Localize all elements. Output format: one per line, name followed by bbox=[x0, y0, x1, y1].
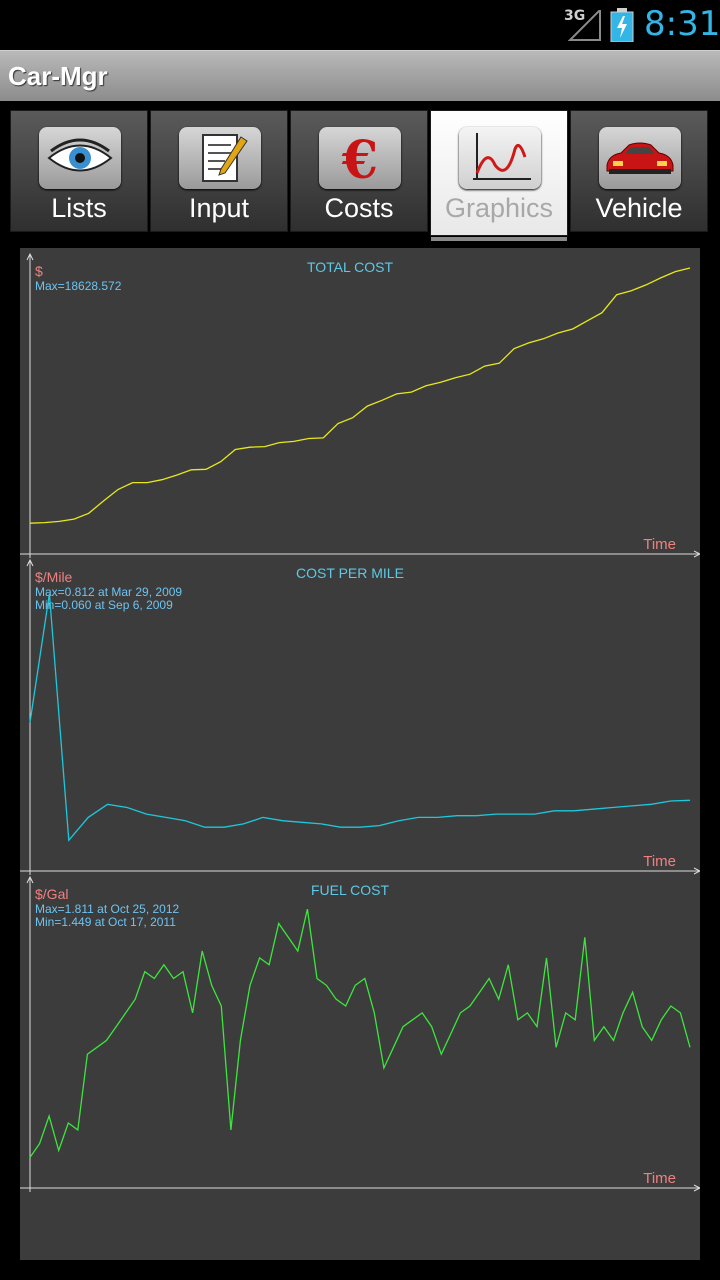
line-graph-icon bbox=[459, 127, 541, 189]
tab-costs[interactable]: € Costs bbox=[290, 110, 428, 232]
chart-info-text: Min=1.449 at Oct 17, 2011 bbox=[35, 915, 176, 929]
y-axis-arrow bbox=[26, 252, 34, 261]
x-axis-arrow bbox=[693, 867, 700, 875]
chart-title: FUEL COST bbox=[311, 882, 389, 898]
x-axis-label: Time bbox=[643, 853, 676, 870]
y-axis-arrow bbox=[26, 875, 34, 884]
x-axis-label: Time bbox=[643, 536, 676, 553]
tab-label: Lists bbox=[51, 193, 107, 223]
title-bar: Car-Mgr bbox=[0, 50, 720, 101]
graphics-panel: TOTAL COST $ Max=18628.572 Time COST PER MIL… bbox=[20, 248, 700, 1260]
tab-bar: Lists Input € Costs bbox=[10, 110, 710, 241]
x-axis-label: Time bbox=[643, 1170, 676, 1187]
x-axis-arrow bbox=[693, 550, 700, 558]
tab-label: Vehicle bbox=[595, 193, 683, 223]
y-axis-label: $/Gal bbox=[35, 886, 68, 902]
chart-info-text: Min=0.060 at Sep 6, 2009 bbox=[35, 598, 173, 612]
y-axis-label: $/Mile bbox=[35, 569, 73, 585]
chart-info-text: Max=1.811 at Oct 25, 2012 bbox=[35, 902, 180, 916]
eye-icon bbox=[39, 127, 121, 189]
tab-lists[interactable]: Lists bbox=[10, 110, 148, 232]
series-line bbox=[29, 908, 691, 1158]
signal-icon bbox=[568, 10, 601, 41]
network-type-label: 3G bbox=[564, 8, 586, 24]
clock: 8:31 bbox=[644, 4, 720, 44]
tab-vehicle[interactable]: Vehicle bbox=[570, 110, 708, 232]
chart-title: COST PER MILE bbox=[296, 565, 404, 581]
notepad-pencil-icon bbox=[179, 127, 261, 189]
x-axis-arrow bbox=[693, 1184, 700, 1192]
series-line bbox=[29, 267, 691, 524]
chart-info-text: Max=18628.572 bbox=[35, 279, 122, 293]
tab-graphics[interactable]: Graphics bbox=[430, 110, 568, 241]
chart-info-text: Max=0.812 at Mar 29, 2009 bbox=[35, 585, 182, 599]
y-axis-arrow bbox=[26, 558, 34, 567]
battery-charging-icon bbox=[610, 8, 634, 42]
series-line bbox=[29, 593, 691, 842]
chart-title: TOTAL COST bbox=[307, 259, 394, 275]
svg-text:€: € bbox=[341, 130, 378, 189]
tab-label: Input bbox=[188, 193, 250, 223]
y-axis-label: $ bbox=[35, 263, 43, 279]
red-car-icon bbox=[599, 127, 681, 189]
active-tab-indicator bbox=[431, 237, 567, 241]
tab-label: Costs bbox=[324, 193, 394, 223]
app-title: Car-Mgr bbox=[8, 61, 108, 91]
charts-canvas: TOTAL COST $Max=18628.572 Time COST PER MIL… bbox=[20, 252, 700, 1192]
status-bar: 3G 8:31 bbox=[0, 0, 720, 50]
tab-label: Graphics bbox=[444, 193, 554, 223]
euro-icon: € bbox=[319, 127, 401, 189]
tab-input[interactable]: Input bbox=[150, 110, 288, 232]
